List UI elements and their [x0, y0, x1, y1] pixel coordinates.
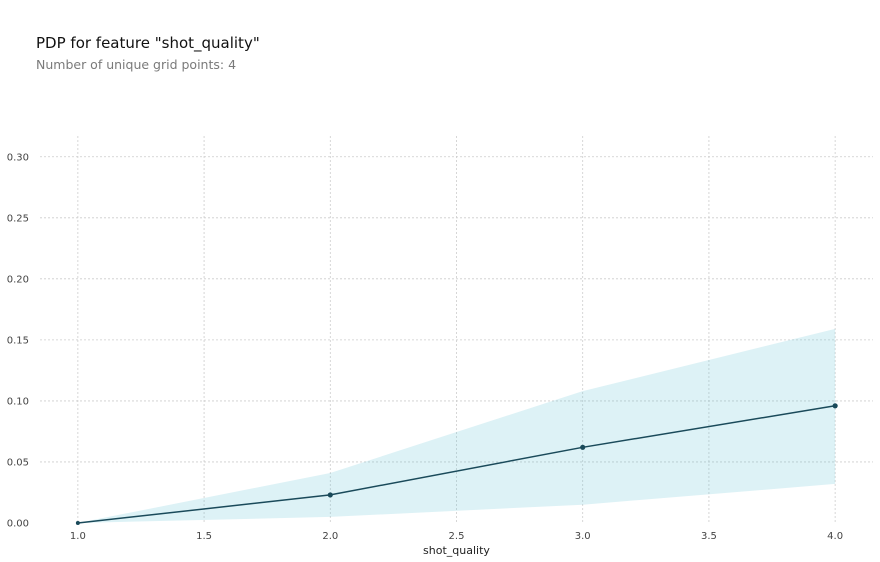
- confidence-band-layer: [77, 328, 836, 523]
- pdp-point: [327, 492, 333, 498]
- x-tick-label: 2.5: [449, 531, 465, 542]
- x-axis-label: shot_quality: [423, 544, 490, 557]
- chart-subtitle: Number of unique grid points: 4: [36, 57, 237, 72]
- pdp-line: [77, 405, 836, 524]
- x-tick-label: 3.5: [701, 531, 717, 542]
- pdp-points-layer: [75, 403, 838, 525]
- x-tick-label: 1.0: [70, 531, 86, 542]
- y-tick-labels: 0.00 0.05 0.10 0.15 0.20 0.25 0.30: [7, 152, 29, 529]
- y-tick-label: 0.05: [7, 457, 29, 468]
- y-tick-label: 0.30: [7, 152, 29, 163]
- x-tick-label: 3.0: [575, 531, 591, 542]
- chart-title: PDP for feature "shot_quality": [36, 34, 260, 52]
- confidence-band: [77, 328, 836, 523]
- y-tick-label: 0.25: [7, 213, 29, 224]
- x-tick-labels: 1.0 1.5 2.0 2.5 3.0 3.5 4.0: [70, 531, 843, 542]
- y-tick-label: 0.20: [7, 274, 29, 285]
- x-tick-label: 1.5: [196, 531, 212, 542]
- pdp-point: [75, 521, 80, 525]
- x-tick-label: 4.0: [827, 531, 843, 542]
- y-tick-label: 0.00: [7, 519, 29, 530]
- y-tick-label: 0.15: [7, 335, 29, 346]
- pdp-line-layer: [77, 405, 836, 524]
- pdp-point: [832, 403, 838, 409]
- grid-layer: [40, 136, 873, 523]
- y-tick-label: 0.10: [7, 396, 29, 407]
- pdp-point: [580, 444, 586, 450]
- x-tick-label: 2.0: [322, 531, 338, 542]
